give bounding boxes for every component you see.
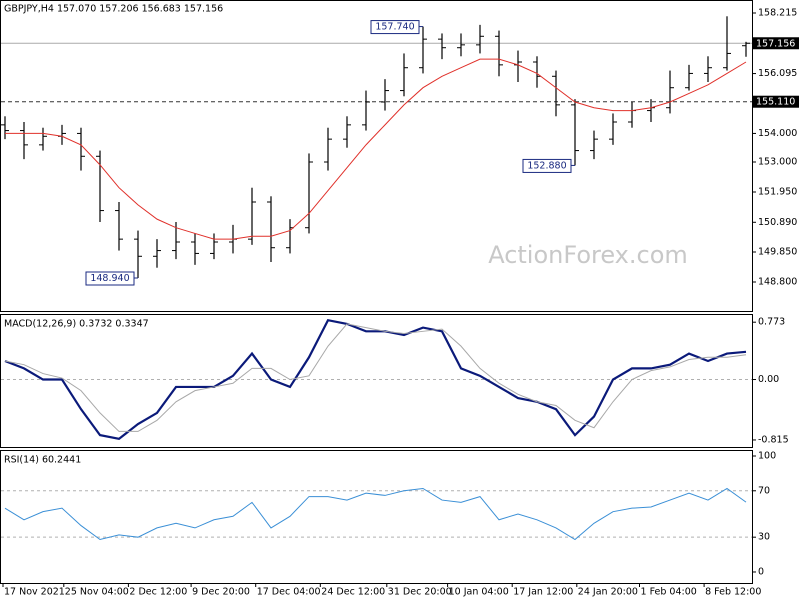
price-panel — [0, 0, 753, 312]
rsi-panel — [0, 450, 753, 584]
y-tick-label: 153.000 — [758, 157, 797, 168]
x-tick-label: 31 Dec 20:00 — [388, 587, 452, 598]
y-tick-label: 100 — [758, 450, 776, 461]
annotation-label: 148.940 — [90, 273, 129, 284]
panel-title: MACD(12,26,9) 0.3732 0.3347 — [4, 319, 149, 330]
y-tick-label: 70 — [758, 485, 770, 496]
panel-title: RSI(14) 60.2441 — [4, 455, 81, 466]
panel-title: GBPJPY,H4 157.070 157.206 156.683 157.15… — [4, 4, 223, 15]
price-label-box — [753, 95, 799, 108]
indicator-line — [4, 323, 747, 432]
x-tick-label: 1 Feb 04:00 — [641, 587, 697, 598]
macd-panel — [0, 314, 753, 448]
price-label: 155.110 — [756, 97, 795, 108]
x-tick-label: 17 Dec 04:00 — [257, 587, 321, 598]
y-tick-label: 149.850 — [758, 247, 797, 258]
annotation-box — [85, 271, 135, 286]
y-tick-label: -0.815 — [758, 434, 789, 445]
price-label-box — [753, 37, 799, 50]
price-label: 157.156 — [756, 38, 795, 49]
x-tick-label: 17 Jan 12:00 — [513, 587, 573, 598]
moving-average — [5, 58, 747, 240]
y-tick-label: 151.950 — [758, 187, 797, 198]
y-tick-label: 150.890 — [758, 217, 797, 228]
y-tick-label: 0 — [758, 566, 764, 577]
annotation-box — [370, 20, 420, 35]
annotation-label: 157.740 — [375, 22, 414, 33]
x-tick-label: 2 Dec 12:00 — [129, 587, 187, 598]
x-tick-label: 24 Jan 20:00 — [578, 587, 638, 598]
annotation-label: 152.880 — [527, 160, 566, 171]
y-tick-label: 156.095 — [758, 68, 797, 79]
y-tick-label: 154.000 — [758, 128, 797, 139]
annotation-box — [522, 158, 572, 173]
indicator-line — [4, 487, 747, 541]
x-tick-label: 8 Feb 12:00 — [705, 587, 761, 598]
y-tick-label: 0.00 — [758, 374, 779, 385]
y-tick-label: 30 — [758, 532, 770, 543]
y-tick-label: 0.773 — [758, 317, 785, 328]
x-tick-label: 9 Dec 20:00 — [192, 587, 250, 598]
y-tick-label: 158.215 — [758, 8, 797, 19]
watermark: ActionForex.com — [488, 241, 688, 269]
x-tick-label: 24 Dec 12:00 — [321, 587, 385, 598]
x-tick-label: 17 Nov 2021 — [4, 587, 65, 598]
x-tick-label: 25 Nov 04:00 — [65, 587, 129, 598]
y-tick-label: 148.800 — [758, 277, 797, 288]
x-tick-label: 10 Jan 04:00 — [449, 587, 509, 598]
